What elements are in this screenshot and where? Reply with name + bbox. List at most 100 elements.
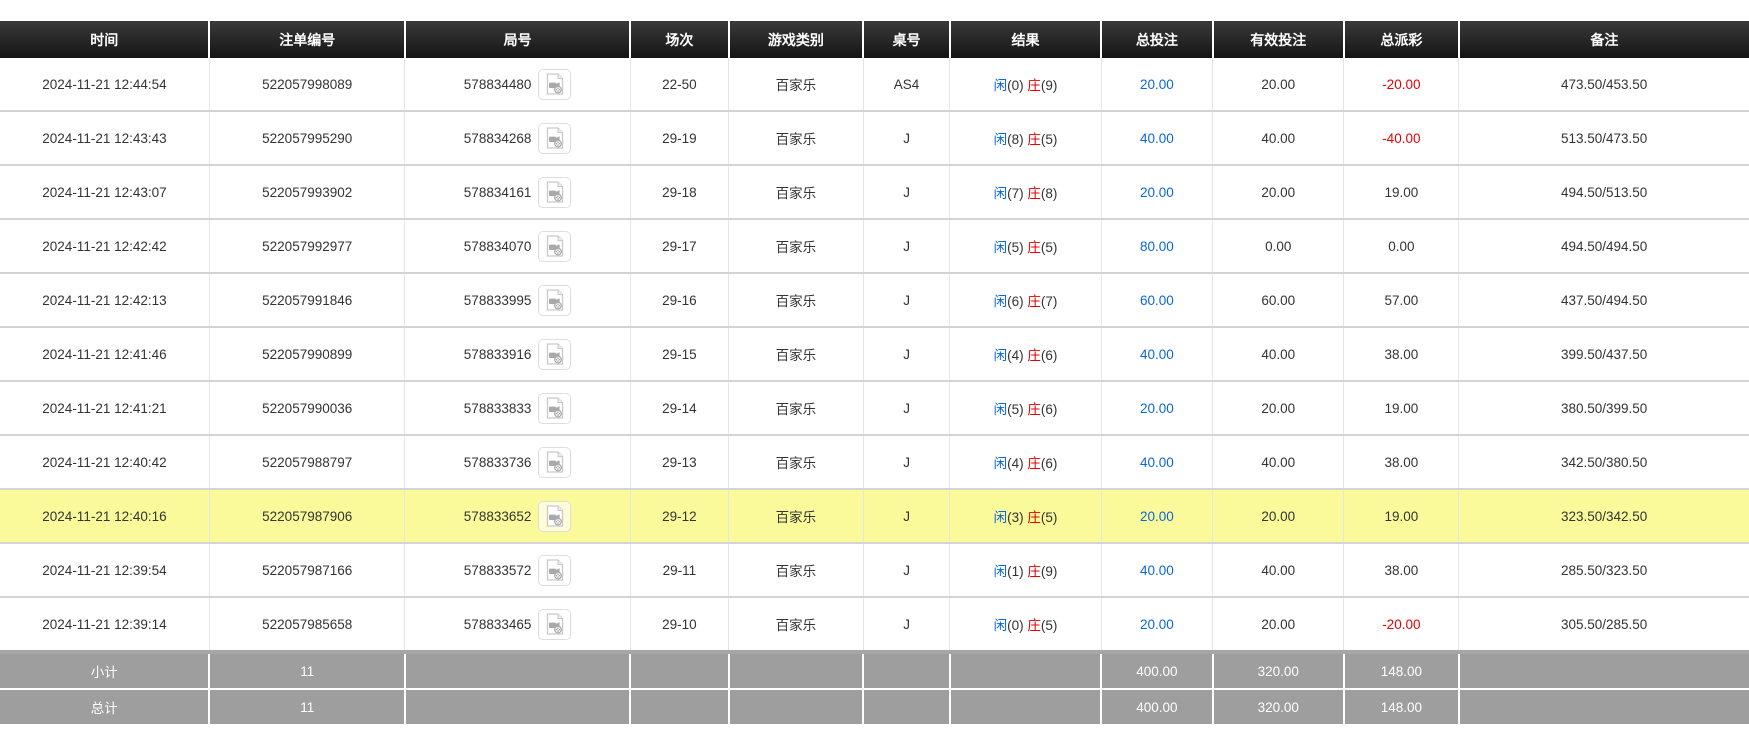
valid_bet-cell: 20.00 bbox=[1212, 58, 1345, 112]
result-cell: 闲(5) 庄(6) bbox=[949, 381, 1102, 436]
video-replay-button[interactable] bbox=[538, 338, 572, 370]
bet-records-page: 时间 注单编号 局号 场次 游戏类别 桌号 结果 总投注 有效投注 总派彩 备注 2024-11-2… bbox=[0, 21, 1749, 724]
game-number: 578833995 bbox=[463, 292, 532, 308]
video-replay-button[interactable] bbox=[538, 500, 572, 532]
video-replay-button[interactable] bbox=[538, 608, 572, 640]
session-cell: 29-10 bbox=[630, 597, 730, 653]
remark-cell: 513.50/473.50 bbox=[1458, 111, 1749, 166]
column-header-time: 时间 bbox=[0, 21, 211, 58]
total-row: 总计 11 400.00 320.00 148.00 bbox=[0, 689, 1749, 724]
result-cell: 闲(5) 庄(5) bbox=[949, 219, 1102, 274]
game_no-cell: 578834161 bbox=[404, 165, 631, 220]
payout-cell: 19.00 bbox=[1343, 381, 1460, 436]
summary-empty-cell bbox=[949, 650, 1103, 690]
bet_id-cell: 522057990899 bbox=[209, 327, 406, 382]
table-row[interactable]: 2024-11-21 12:41:21 522057990036 578833833… bbox=[0, 381, 1749, 436]
result-player_label: 闲 bbox=[993, 78, 1008, 93]
game_type-cell: 百家乐 bbox=[728, 543, 864, 598]
remark-cell: 285.50/323.50 bbox=[1458, 543, 1749, 598]
video-replay-button[interactable] bbox=[538, 284, 572, 316]
table-row[interactable]: 2024-11-21 12:44:54 522057998089 578834480… bbox=[0, 58, 1749, 112]
column-header-game_type: 游戏类别 bbox=[728, 21, 865, 58]
valid_bet-cell: 20.00 bbox=[1212, 165, 1345, 220]
result-player_score: (4) bbox=[1007, 348, 1024, 363]
video-replay-button[interactable] bbox=[538, 230, 572, 262]
result-cell: 闲(8) 庄(5) bbox=[949, 111, 1102, 166]
video-file-icon bbox=[546, 343, 564, 365]
column-header-session: 场次 bbox=[630, 21, 730, 58]
table_no-cell: AS4 bbox=[863, 58, 951, 112]
table-row[interactable]: 2024-11-21 12:40:42 522057988797 578833736… bbox=[0, 435, 1749, 490]
table-row[interactable]: 2024-11-21 12:42:13 522057991846 578833995… bbox=[0, 273, 1749, 328]
table-row[interactable]: 2024-11-21 12:42:42 522057992977 578834070… bbox=[0, 219, 1749, 274]
video-replay-button[interactable] bbox=[538, 68, 572, 100]
table-row[interactable]: 2024-11-21 12:41:46 522057990899 578833916… bbox=[0, 327, 1749, 382]
table-row[interactable]: 2024-11-21 12:43:43 522057995290 578834268… bbox=[0, 111, 1749, 166]
total-count: 11 bbox=[209, 689, 406, 724]
game_type-cell: 百家乐 bbox=[728, 327, 864, 382]
video-replay-button[interactable] bbox=[538, 446, 572, 478]
result-cell: 闲(1) 庄(9) bbox=[949, 543, 1102, 598]
bet_id-cell: 522057985658 bbox=[209, 597, 406, 653]
total_bet-cell: 20.00 bbox=[1101, 165, 1214, 220]
session-cell: 22-50 bbox=[630, 58, 730, 112]
session-cell: 29-12 bbox=[630, 489, 730, 544]
table-row[interactable]: 2024-11-21 12:39:54 522057987166 578833572… bbox=[0, 543, 1749, 598]
time-cell: 2024-11-21 12:40:16 bbox=[0, 489, 210, 544]
video-replay-button[interactable] bbox=[538, 392, 572, 424]
column-header-bet_id: 注单编号 bbox=[209, 21, 406, 58]
result-player_score: (3) bbox=[1007, 510, 1024, 525]
table-body: 2024-11-21 12:44:54 522057998089 578834480… bbox=[0, 58, 1749, 724]
table_no-cell: J bbox=[863, 327, 951, 382]
result-player_label: 闲 bbox=[993, 132, 1008, 147]
result-player_label: 闲 bbox=[993, 348, 1008, 363]
column-header-table_no: 桌号 bbox=[863, 21, 951, 58]
video-replay-button[interactable] bbox=[538, 122, 572, 154]
table-row[interactable]: 2024-11-21 12:40:16 522057987906 578833652… bbox=[0, 489, 1749, 544]
result-banker_label: 庄 bbox=[1027, 186, 1041, 201]
table_no-cell: J bbox=[863, 489, 951, 544]
table_no-cell: J bbox=[863, 111, 951, 166]
total_bet-cell: 20.00 bbox=[1101, 489, 1214, 544]
table-row[interactable]: 2024-11-21 12:43:07 522057993902 578834161… bbox=[0, 165, 1749, 220]
video-file-icon bbox=[546, 73, 564, 95]
valid_bet-cell: 20.00 bbox=[1212, 489, 1345, 544]
valid_bet-cell: 40.00 bbox=[1212, 543, 1345, 598]
video-file-icon bbox=[546, 235, 564, 257]
session-cell: 29-11 bbox=[630, 543, 730, 598]
time-cell: 2024-11-21 12:39:54 bbox=[0, 543, 210, 598]
remark-cell: 473.50/453.50 bbox=[1458, 58, 1749, 112]
table_no-cell: J bbox=[863, 381, 951, 436]
column-header-remark: 备注 bbox=[1458, 21, 1749, 58]
remark-cell: 494.50/494.50 bbox=[1458, 219, 1749, 274]
valid_bet-cell: 60.00 bbox=[1212, 273, 1345, 328]
game-number: 578833652 bbox=[463, 508, 532, 524]
payout-cell: 19.00 bbox=[1343, 165, 1460, 220]
video-replay-button[interactable] bbox=[538, 554, 572, 586]
game-number: 578833916 bbox=[463, 346, 532, 362]
subtotal-total_bet: 400.00 bbox=[1101, 650, 1214, 690]
game-number: 578834480 bbox=[463, 76, 532, 92]
valid_bet-cell: 20.00 bbox=[1212, 381, 1345, 436]
column-header-result: 结果 bbox=[949, 21, 1103, 58]
payout-cell: 38.00 bbox=[1343, 435, 1460, 490]
session-cell: 29-16 bbox=[630, 273, 730, 328]
result-banker_score: (5) bbox=[1040, 240, 1058, 255]
time-cell: 2024-11-21 12:41:21 bbox=[0, 381, 210, 436]
valid_bet-cell: 40.00 bbox=[1212, 435, 1345, 490]
summary-empty-cell bbox=[1458, 689, 1749, 724]
result-banker_label: 庄 bbox=[1027, 294, 1041, 309]
result-cell: 闲(3) 庄(5) bbox=[949, 489, 1102, 544]
table-row[interactable]: 2024-11-21 12:39:14 522057985658 578833465… bbox=[0, 597, 1749, 653]
total-total_bet: 400.00 bbox=[1101, 689, 1214, 724]
result-player_score: (8) bbox=[1007, 132, 1024, 147]
game-number: 578833465 bbox=[463, 616, 532, 632]
subtotal-count: 11 bbox=[209, 650, 406, 690]
summary-empty-cell bbox=[728, 689, 865, 724]
video-replay-button[interactable] bbox=[538, 176, 572, 208]
result-player_score: (6) bbox=[1007, 294, 1024, 309]
remark-cell: 323.50/342.50 bbox=[1458, 489, 1749, 544]
result-banker_label: 庄 bbox=[1027, 618, 1041, 633]
bet-records-table: 时间 注单编号 局号 场次 游戏类别 桌号 结果 总投注 有效投注 总派彩 备注 2024-11-2… bbox=[0, 21, 1749, 724]
video-file-icon bbox=[546, 451, 564, 473]
